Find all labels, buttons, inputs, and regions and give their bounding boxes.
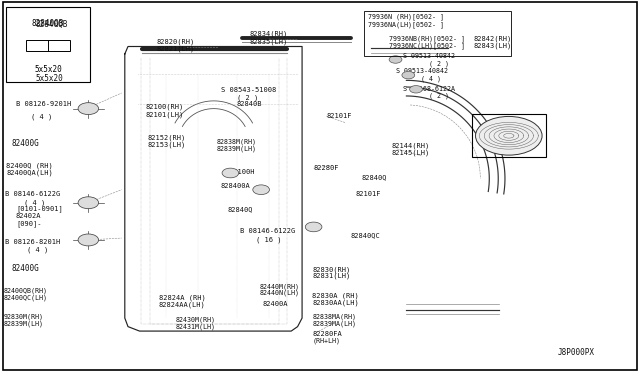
- Bar: [364, 11, 511, 56]
- Text: 82840B: 82840B: [237, 101, 262, 107]
- Text: 79936N (RH)[0502- ]: 79936N (RH)[0502- ]: [368, 13, 444, 20]
- Text: B 08126-8201H: B 08126-8201H: [5, 239, 60, 245]
- Text: 82824AA(LH): 82824AA(LH): [159, 301, 205, 308]
- Bar: [472, 114, 546, 157]
- Text: 82400G: 82400G: [12, 139, 39, 148]
- Text: 92830M(RH): 92830M(RH): [3, 314, 44, 320]
- Text: 82821(LH): 82821(LH): [157, 46, 195, 52]
- Text: S 08543-51008: S 08543-51008: [221, 87, 276, 93]
- Text: 82834U: 82834U: [486, 120, 514, 129]
- Text: S 08168-6122A: S 08168-6122A: [403, 86, 455, 92]
- Text: 82430M(RH): 82430M(RH): [176, 317, 216, 323]
- Text: 79936NA(LH)[0502- ]: 79936NA(LH)[0502- ]: [368, 21, 444, 28]
- Circle shape: [410, 86, 422, 93]
- Circle shape: [78, 103, 99, 115]
- Text: B 08146-6122G: B 08146-6122G: [240, 228, 295, 234]
- Text: 82400Q (RH): 82400Q (RH): [6, 162, 53, 169]
- Text: S 09513-40842: S 09513-40842: [403, 53, 455, 59]
- Text: 82440N(LH): 82440N(LH): [259, 290, 300, 296]
- Text: 82280F: 82280F: [314, 165, 339, 171]
- Text: 82400G: 82400G: [12, 264, 39, 273]
- Circle shape: [402, 71, 415, 79]
- Text: [0101-0901]: [0101-0901]: [16, 205, 63, 212]
- Text: 82843(LH): 82843(LH): [474, 42, 512, 49]
- Circle shape: [389, 56, 402, 63]
- Text: ( 4 ): ( 4 ): [27, 247, 48, 253]
- Text: ( 4 ): ( 4 ): [24, 199, 45, 206]
- Text: 5x5x20: 5x5x20: [35, 74, 63, 83]
- Text: S 09513-40842: S 09513-40842: [396, 68, 447, 74]
- Text: 82400QC(LH): 82400QC(LH): [3, 294, 47, 301]
- Circle shape: [305, 222, 322, 232]
- Text: 82145(LH): 82145(LH): [392, 149, 430, 156]
- Text: 5x5x20: 5x5x20: [34, 65, 62, 74]
- Text: 82835(LH): 82835(LH): [250, 38, 288, 45]
- Text: 82152(RH): 82152(RH): [147, 134, 186, 141]
- Text: 82440M(RH): 82440M(RH): [259, 283, 300, 290]
- Text: 82830(RH): 82830(RH): [312, 266, 351, 273]
- Text: 79936NC(LH)[0502- ]: 79936NC(LH)[0502- ]: [389, 42, 465, 49]
- Text: 82431M(LH): 82431M(LH): [176, 323, 216, 330]
- Text: 82280FA: 82280FA: [312, 331, 342, 337]
- Text: 82840QC: 82840QC: [351, 232, 380, 238]
- Text: 82402A: 82402A: [16, 213, 42, 219]
- Text: 82100H: 82100H: [229, 169, 255, 175]
- Text: 82830AA(LH): 82830AA(LH): [312, 299, 359, 306]
- Text: 828400A: 828400A: [221, 183, 250, 189]
- Text: 82839MA(LH): 82839MA(LH): [312, 320, 356, 327]
- Text: 82838M(RH): 82838M(RH): [216, 139, 257, 145]
- Text: 82839M(LH): 82839M(LH): [216, 145, 257, 152]
- Bar: [6, 7, 90, 82]
- Text: 82824A (RH): 82824A (RH): [159, 294, 205, 301]
- Text: [090]-: [090]-: [16, 220, 42, 227]
- Text: B 08126-9201H: B 08126-9201H: [16, 101, 71, 107]
- Text: ( 2 ): ( 2 ): [429, 93, 449, 99]
- Text: 82400A: 82400A: [262, 301, 288, 307]
- Text: ( 16 ): ( 16 ): [256, 237, 282, 243]
- Bar: [26, 40, 70, 51]
- Circle shape: [78, 234, 99, 246]
- Text: 82839M(LH): 82839M(LH): [3, 320, 44, 327]
- Text: ( 4 ): ( 4 ): [421, 76, 441, 82]
- Text: 82100(RH): 82100(RH): [146, 104, 184, 110]
- Circle shape: [222, 168, 239, 178]
- Text: J8P000PX: J8P000PX: [558, 348, 595, 357]
- Text: 82831(LH): 82831(LH): [312, 273, 351, 279]
- Text: 82840Q: 82840Q: [227, 206, 253, 212]
- Text: 82840Q: 82840Q: [362, 174, 387, 180]
- Text: 82840QB: 82840QB: [32, 19, 64, 28]
- Text: 82830A (RH): 82830A (RH): [312, 292, 359, 299]
- Text: 82101F: 82101F: [355, 191, 381, 197]
- Text: 82400QB(RH): 82400QB(RH): [3, 288, 47, 294]
- Circle shape: [78, 197, 99, 209]
- Text: 82153(LH): 82153(LH): [147, 141, 186, 148]
- Text: 79936NB(RH)[0502- ]: 79936NB(RH)[0502- ]: [389, 36, 465, 42]
- Circle shape: [253, 185, 269, 195]
- Text: ( 2 ): ( 2 ): [429, 61, 449, 67]
- Text: ( 4 ): ( 4 ): [31, 114, 52, 121]
- Circle shape: [476, 116, 542, 155]
- Text: B 08146-6122G: B 08146-6122G: [5, 191, 60, 197]
- Text: 82834(RH): 82834(RH): [250, 31, 288, 38]
- Text: ( 2 ): ( 2 ): [237, 94, 258, 101]
- Text: (RH+LH): (RH+LH): [312, 337, 340, 344]
- Text: 82144(RH): 82144(RH): [392, 142, 430, 149]
- Text: 82400QA(LH): 82400QA(LH): [6, 170, 53, 176]
- Text: 82820(RH): 82820(RH): [157, 38, 195, 45]
- Text: 82840QB: 82840QB: [35, 20, 68, 29]
- Text: 82101(LH): 82101(LH): [146, 111, 184, 118]
- Text: 82101F: 82101F: [326, 113, 352, 119]
- Text: 82838MA(RH): 82838MA(RH): [312, 314, 356, 320]
- Text: 82842(RH): 82842(RH): [474, 36, 512, 42]
